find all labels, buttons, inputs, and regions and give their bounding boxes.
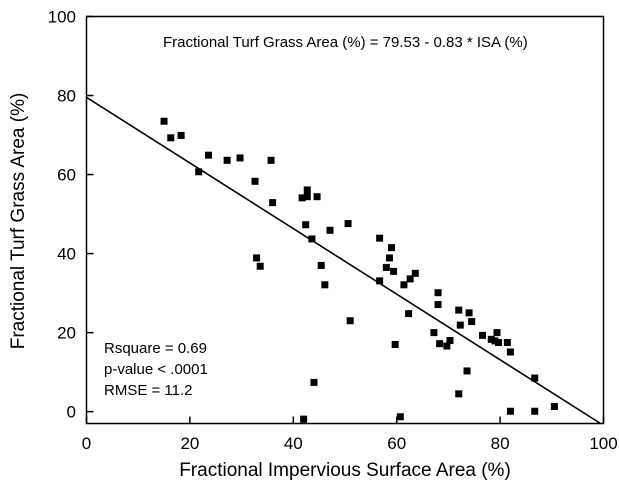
data-point-47 (495, 338, 503, 346)
data-point-57 (531, 407, 539, 415)
data-point-25 (385, 254, 393, 262)
regression-line (86, 96, 602, 425)
data-point-45 (491, 337, 499, 345)
data-point-5 (223, 156, 231, 164)
y-tick-label-40: 40 (57, 245, 76, 264)
x-tick-label-60: 60 (387, 434, 406, 453)
x-tick-label-0: 0 (82, 434, 91, 453)
data-point-53 (310, 378, 318, 386)
stat-rmse: RMSE = 11.2 (104, 382, 193, 399)
y-tick-label-100: 100 (48, 8, 76, 27)
data-point-12 (303, 186, 311, 194)
data-points (160, 117, 558, 423)
data-point-17 (308, 235, 316, 243)
data-point-40 (455, 306, 463, 314)
y-tick-label-20: 20 (57, 324, 76, 343)
y-axis-title: Fractional Turf Grass Area (%) (8, 93, 29, 350)
data-point-7 (251, 177, 259, 185)
data-point-38 (436, 340, 444, 348)
data-point-48 (493, 329, 501, 337)
axis-tick-labels: 0 20 40 60 80 100 0 20 40 60 80 100 (48, 8, 618, 454)
data-point-43 (468, 318, 476, 326)
data-point-54 (300, 415, 308, 423)
data-point-21 (256, 262, 264, 270)
data-point-55 (396, 413, 404, 421)
data-point-37 (443, 342, 451, 350)
data-point-29 (400, 281, 408, 289)
data-point-24 (382, 263, 390, 271)
data-point-22 (346, 317, 354, 325)
data-point-50 (506, 348, 514, 356)
data-point-42 (465, 309, 473, 317)
data-point-30 (406, 275, 414, 283)
data-point-23 (376, 234, 384, 242)
data-point-31 (411, 269, 419, 277)
data-point-4 (205, 151, 213, 159)
data-point-28 (376, 277, 384, 285)
x-axis-title: Fractional Impervious Surface Area (%) (179, 460, 511, 481)
data-point-41 (456, 321, 464, 329)
data-point-16 (326, 226, 334, 234)
data-point-46 (487, 335, 495, 343)
data-point-44 (479, 331, 487, 339)
stat-rsquare: Rsquare = 0.69 (104, 340, 207, 357)
data-point-9 (269, 199, 277, 207)
data-point-34 (430, 329, 438, 337)
data-point-0 (160, 117, 168, 125)
axis-ticks (85, 15, 605, 424)
y-tick-label-0: 0 (67, 403, 76, 422)
data-point-3 (195, 168, 203, 176)
data-point-10 (298, 194, 306, 202)
data-point-59 (550, 403, 558, 411)
x-tick-label-20: 20 (180, 434, 199, 453)
y-tick-label-60: 60 (57, 166, 76, 185)
data-point-1 (167, 134, 175, 142)
data-point-35 (434, 289, 442, 297)
x-tick-label-40: 40 (284, 434, 303, 453)
data-point-11 (303, 193, 311, 201)
data-point-33 (391, 340, 399, 348)
data-point-58 (531, 374, 539, 382)
data-point-6 (236, 154, 244, 162)
x-tick-label-100: 100 (589, 434, 617, 453)
data-point-51 (455, 390, 463, 398)
x-tick-label-80: 80 (491, 434, 510, 453)
data-point-56 (506, 407, 514, 415)
data-point-36 (434, 301, 442, 309)
data-point-8 (267, 156, 275, 164)
data-point-2 (177, 131, 185, 139)
data-point-15 (344, 220, 352, 228)
data-point-26 (388, 244, 396, 252)
data-point-20 (253, 254, 261, 262)
data-point-49 (503, 338, 511, 346)
data-point-52 (463, 367, 471, 375)
data-point-19 (321, 281, 329, 289)
data-point-39 (446, 337, 454, 345)
data-point-27 (390, 267, 398, 275)
data-point-32 (405, 310, 413, 318)
plot-frame (85, 15, 605, 425)
data-point-14 (302, 221, 310, 229)
data-point-13 (313, 193, 321, 201)
stat-p-value: p-value < .0001 (104, 361, 208, 378)
y-tick-label-80: 80 (57, 87, 76, 106)
data-point-18 (317, 261, 325, 269)
regression-equation: Fractional Turf Grass Area (%) = 79.53 -… (163, 34, 528, 51)
